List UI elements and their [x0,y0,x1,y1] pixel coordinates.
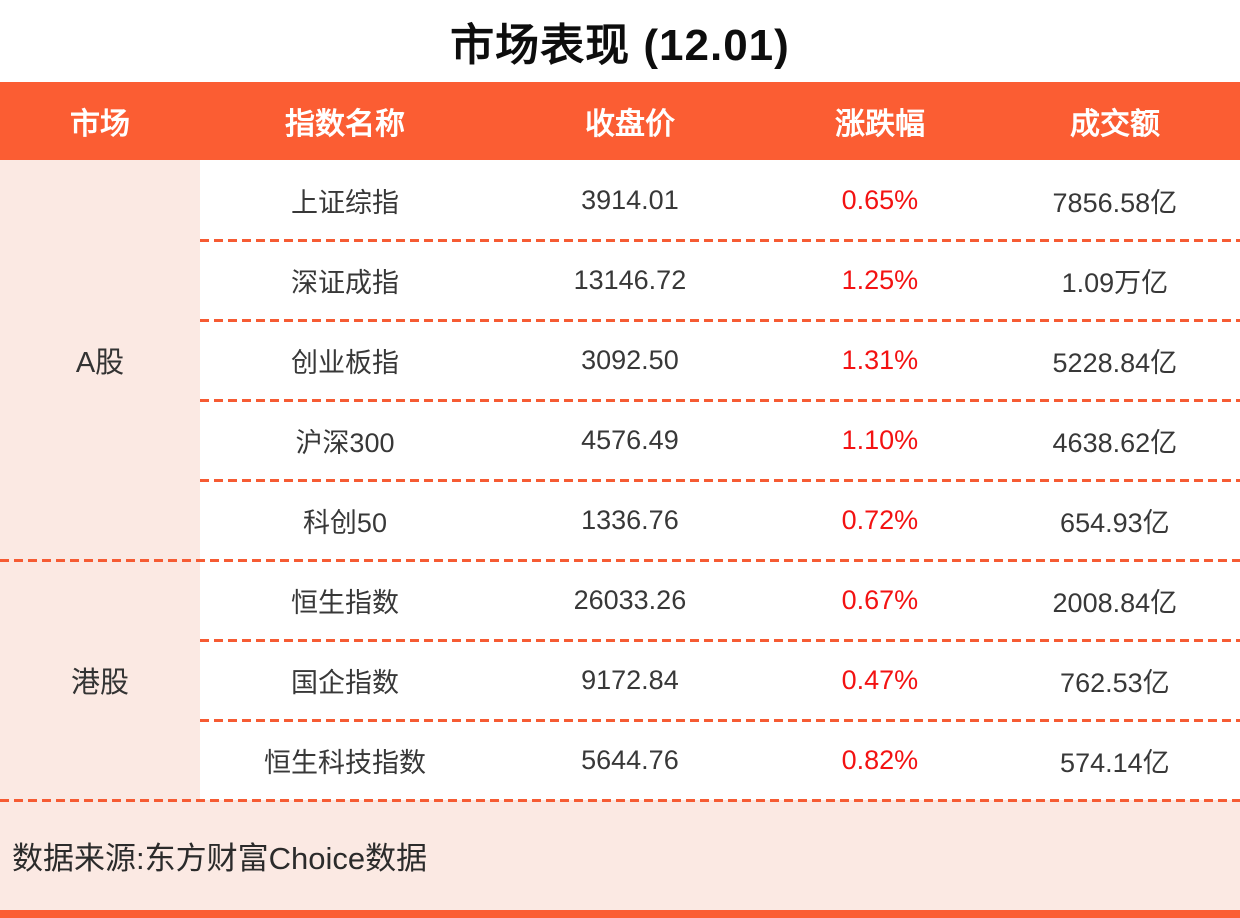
index-name-cell: 沪深300 [295,427,395,458]
turnover-cell: 5228.84亿 [1052,347,1178,378]
table-row: 沪深300 4576.49 1.10% 4638.62亿 [200,400,1240,482]
group-rows: 恒生指数 26033.26 0.67% 2008.84亿 国企指数 9172.8… [200,560,1240,800]
close-price-cell: 5644.76 [581,744,679,775]
turnover-cell: 2008.84亿 [1052,587,1178,618]
close-price-cell: 1336.76 [581,504,679,535]
table-row: 恒生科技指数 5644.76 0.82% 574.14亿 [200,720,1240,800]
market-label: 港股 [0,560,200,800]
title-band: 市场表现 (12.01) [0,0,1240,82]
close-price-cell: 9172.84 [581,664,679,695]
group-rows: 上证综指 3914.01 0.65% 7856.58亿 深证成指 13146.7… [200,160,1240,560]
header-change-percent: 涨跌幅 [835,108,925,141]
change-percent-cell: 0.72% [841,504,919,535]
change-percent-cell: 0.67% [841,584,919,615]
index-name-cell: 恒生科技指数 [263,747,426,778]
group-divider [0,558,1240,562]
index-name-cell: 创业板指 [290,347,399,378]
index-name-cell: 深证成指 [290,267,399,298]
turnover-cell: 654.93亿 [1060,507,1170,538]
index-name-cell: 科创50 [302,507,387,538]
close-price-cell: 3092.50 [581,344,679,375]
change-percent-cell: 1.10% [841,424,919,455]
close-price-cell: 4576.49 [581,424,679,455]
index-name-cell: 国企指数 [290,667,399,698]
change-percent-cell: 0.65% [841,184,919,215]
market-group-hkshare: 港股 恒生指数 26033.26 0.67% 2008.84亿 国企指数 917… [0,560,1240,800]
table-row: 恒生指数 26033.26 0.67% 2008.84亿 [200,560,1240,642]
close-price-cell: 26033.26 [573,584,687,615]
change-percent-cell: 1.25% [841,264,919,295]
bottom-accent-bar [0,910,1240,918]
header-market: 市场 [70,108,130,141]
close-price-cell: 3914.01 [581,184,679,215]
table-row: 上证综指 3914.01 0.65% 7856.58亿 [200,160,1240,242]
market-group-ashare: A股 上证综指 3914.01 0.65% 7856.58亿 深证成指 1314… [0,160,1240,560]
index-name-cell: 恒生指数 [290,587,399,618]
market-label: A股 [0,160,200,560]
turnover-cell: 4638.62亿 [1052,427,1178,458]
turnover-cell: 574.14亿 [1060,747,1170,778]
turnover-cell: 1.09万亿 [1061,267,1169,298]
table-header-row: 市场 指数名称 收盘价 涨跌幅 成交额 [0,82,1240,160]
header-index-name: 指数名称 [285,108,406,141]
index-name-cell: 上证综指 [290,187,399,218]
table-row: 国企指数 9172.84 0.47% 762.53亿 [200,640,1240,722]
change-percent-cell: 0.47% [841,664,919,695]
footer-divider [0,798,1240,802]
table-row: 创业板指 3092.50 1.31% 5228.84亿 [200,320,1240,402]
header-turnover: 成交额 [1069,108,1160,141]
page-title: 市场表现 (12.01) [450,21,790,70]
turnover-cell: 762.53亿 [1060,667,1170,698]
close-price-cell: 13146.72 [573,264,687,295]
table-body: A股 上证综指 3914.01 0.65% 7856.58亿 深证成指 1314… [0,160,1240,802]
footer-band: 数据来源:东方财富Choice数据 [0,800,1240,910]
change-percent-cell: 1.31% [841,344,919,375]
data-source-note: 数据来源:东方财富Choice数据 [12,840,428,876]
table-row: 科创50 1336.76 0.72% 654.93亿 [200,480,1240,560]
change-percent-cell: 0.82% [841,744,919,775]
table-row: 深证成指 13146.72 1.25% 1.09万亿 [200,240,1240,322]
header-close-price: 收盘价 [585,108,676,141]
turnover-cell: 7856.58亿 [1052,187,1178,218]
